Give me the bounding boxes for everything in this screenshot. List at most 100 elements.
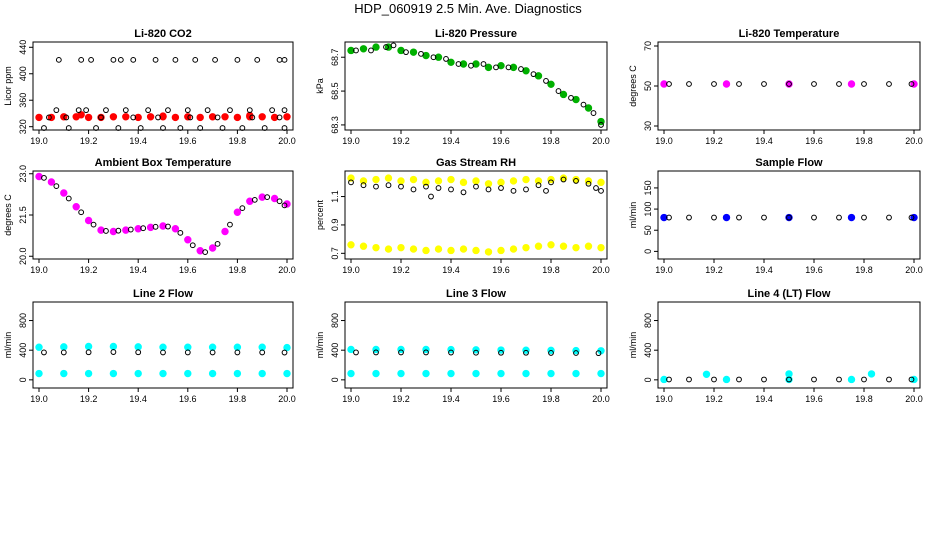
- data-point: [259, 349, 266, 356]
- x-tick-label: 19.4: [129, 265, 147, 275]
- data-point: [372, 369, 380, 378]
- x-tick-label: 19.2: [392, 394, 410, 404]
- data-point: [88, 56, 94, 63]
- y-tick-label: 400: [18, 66, 28, 81]
- data-point: [836, 376, 842, 383]
- data-point: [535, 182, 542, 189]
- data-point: [84, 216, 93, 225]
- data-point: [127, 226, 134, 233]
- x-tick-label: 19.2: [392, 265, 410, 275]
- plot-frame: [344, 41, 608, 131]
- data-point: [249, 114, 256, 121]
- x-tick-label: 19.4: [755, 136, 773, 146]
- data-point: [711, 376, 717, 383]
- data-point: [85, 349, 92, 356]
- data-point: [484, 180, 493, 188]
- data-point: [134, 113, 142, 122]
- data-point: [63, 114, 70, 121]
- data-point: [197, 125, 204, 131]
- x-tick-label: 19.8: [855, 265, 873, 275]
- x-tick-label: 19.6: [805, 265, 823, 275]
- data-point: [908, 376, 915, 383]
- data-point: [65, 125, 72, 131]
- x-tick-label: 19.2: [705, 265, 723, 275]
- x-tick-label: 20.0: [905, 265, 923, 275]
- data-point: [372, 175, 380, 184]
- data-point: [165, 107, 171, 114]
- data-point: [347, 174, 355, 182]
- data-point: [283, 369, 291, 378]
- y-tick-label: 0: [18, 377, 28, 382]
- data-point: [861, 376, 867, 383]
- y-axis-label: ml/min: [315, 332, 325, 359]
- x-tick-label: 19.4: [755, 265, 773, 275]
- data-point: [373, 183, 379, 190]
- data-point: [836, 81, 842, 87]
- data-point: [383, 44, 389, 50]
- x-tick-label: 19.4: [129, 136, 147, 146]
- y-tick-label: 68.5: [330, 82, 340, 100]
- data-point: [35, 343, 43, 351]
- x-tick-label: 19.2: [80, 394, 98, 404]
- data-point: [160, 349, 166, 356]
- y-tick-label: 68.7: [330, 48, 340, 66]
- x-tick-label: 20.0: [592, 394, 610, 404]
- data-point: [184, 349, 191, 356]
- data-point: [584, 104, 593, 112]
- data-point: [103, 228, 109, 234]
- data-point: [41, 174, 47, 181]
- data-point: [78, 209, 85, 216]
- data-point: [359, 177, 368, 185]
- data-point: [505, 64, 512, 71]
- data-point: [448, 186, 454, 193]
- x-tick-label: 19.4: [442, 136, 460, 146]
- data-point: [861, 214, 867, 221]
- data-point: [98, 114, 104, 121]
- x-tick-label: 20.0: [905, 136, 923, 146]
- data-point: [152, 223, 159, 230]
- x-tick-label: 19.4: [442, 265, 460, 275]
- data-point: [497, 178, 505, 187]
- data-point: [434, 53, 443, 61]
- data-point: [281, 125, 288, 131]
- data-point: [847, 213, 856, 222]
- data-point: [847, 375, 856, 384]
- x-tick-label: 19.0: [342, 394, 360, 404]
- data-point: [447, 369, 455, 378]
- data-point: [221, 113, 229, 121]
- data-point: [372, 243, 380, 252]
- data-point: [55, 56, 62, 63]
- data-point: [573, 350, 579, 356]
- data-point: [867, 370, 876, 378]
- data-point: [455, 61, 462, 67]
- data-point: [686, 214, 692, 221]
- plot-frame: [344, 170, 608, 260]
- data-point: [702, 370, 711, 378]
- x-tick-label: 20.0: [278, 265, 296, 275]
- data-point: [60, 189, 68, 197]
- data-point: [384, 174, 393, 182]
- x-tick-label: 20.0: [278, 394, 296, 404]
- x-tick-label: 19.8: [542, 265, 560, 275]
- data-point: [192, 56, 199, 63]
- data-point: [548, 350, 554, 356]
- data-point: [761, 214, 767, 221]
- data-point: [145, 107, 152, 114]
- data-point: [122, 113, 130, 121]
- data-point: [484, 63, 493, 72]
- panel-title: Li-820 Pressure: [435, 28, 517, 40]
- data-point: [811, 376, 817, 383]
- data-point: [598, 122, 604, 128]
- data-point: [233, 113, 242, 122]
- y-axis-label: Licor ppm: [3, 66, 13, 106]
- y-tick-label: 150: [643, 180, 653, 195]
- y-axis-label: degrees C: [628, 65, 638, 107]
- panel-9: Line 4 (LT) Flow ml/min 19.0 19.2 19.4 19.6 19…: [628, 288, 923, 404]
- data-point: [233, 343, 242, 351]
- data-point: [360, 182, 367, 189]
- data-point: [234, 56, 241, 63]
- data-point: [261, 125, 268, 131]
- y-tick-label: 0: [643, 377, 653, 382]
- data-point: [447, 58, 455, 67]
